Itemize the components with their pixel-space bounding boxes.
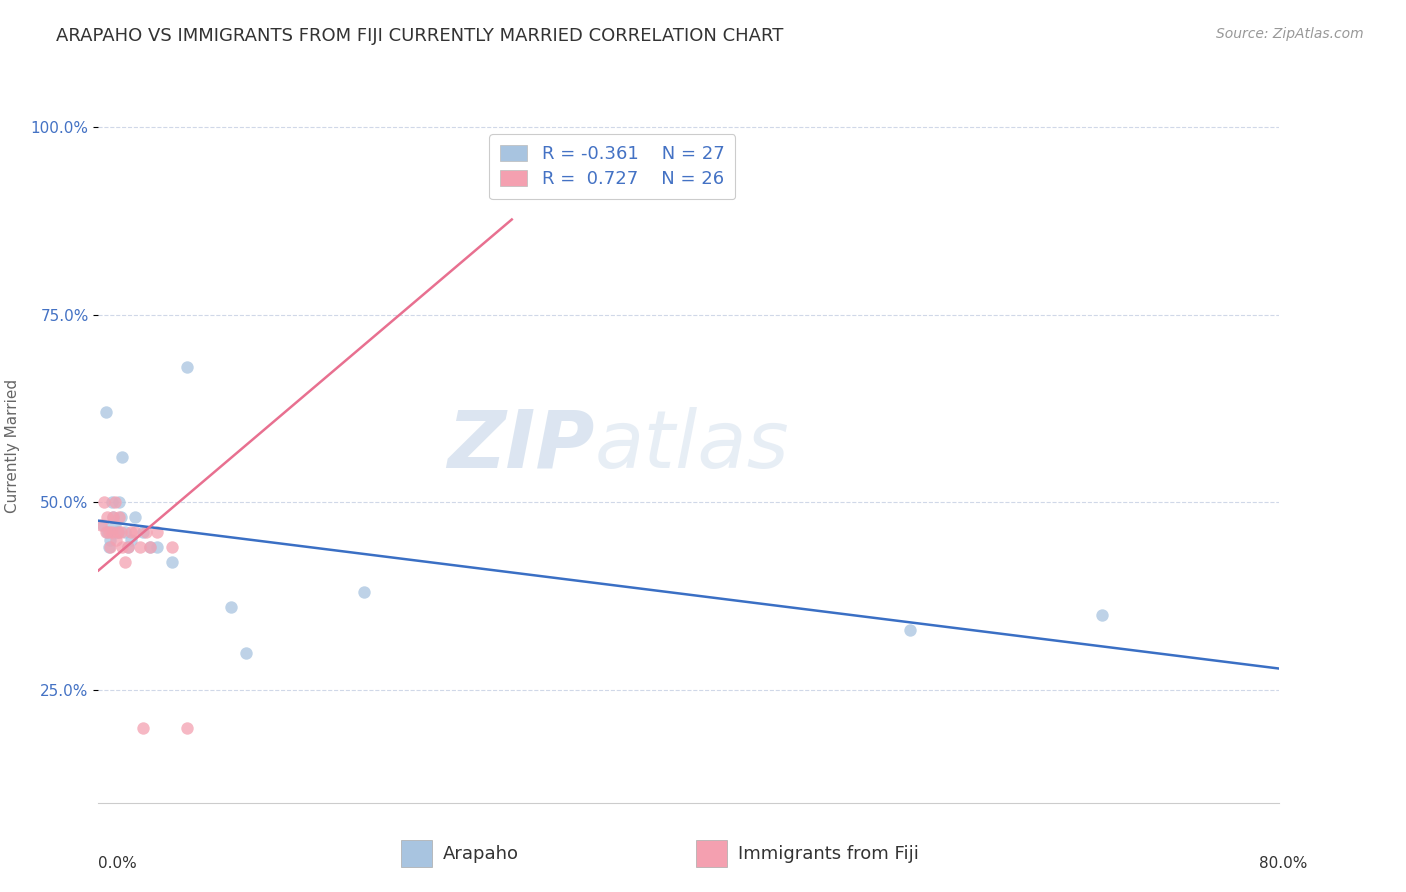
Point xyxy=(176,360,198,375)
Point xyxy=(128,541,150,555)
Point xyxy=(120,533,142,547)
Point xyxy=(96,510,118,524)
Point xyxy=(91,517,114,532)
Point xyxy=(97,541,120,555)
Point xyxy=(146,525,169,540)
Point xyxy=(103,510,125,524)
Point xyxy=(162,556,183,570)
Point xyxy=(111,541,134,555)
Point xyxy=(114,525,136,540)
Point xyxy=(146,541,169,555)
Point xyxy=(108,510,131,524)
Point xyxy=(105,525,128,540)
Point xyxy=(94,405,117,419)
Legend: R = -0.361    N = 27, R =  0.727    N = 26: R = -0.361 N = 27, R = 0.727 N = 26 xyxy=(489,134,735,199)
Point xyxy=(176,721,198,735)
Point xyxy=(104,517,127,532)
Text: 80.0%: 80.0% xyxy=(1260,856,1308,871)
Text: ARAPAHO VS IMMIGRANTS FROM FIJI CURRENTLY MARRIED CORRELATION CHART: ARAPAHO VS IMMIGRANTS FROM FIJI CURRENTL… xyxy=(56,27,783,45)
Point xyxy=(501,142,523,156)
Point xyxy=(98,533,121,547)
Point xyxy=(98,541,121,555)
Point xyxy=(94,525,117,540)
Point xyxy=(221,600,243,615)
Point xyxy=(93,495,115,509)
Point xyxy=(135,525,157,540)
Point xyxy=(104,495,127,509)
Point xyxy=(162,541,183,555)
Text: Source: ZipAtlas.com: Source: ZipAtlas.com xyxy=(1216,27,1364,41)
Point xyxy=(139,541,162,555)
Point xyxy=(110,510,132,524)
Point xyxy=(107,525,129,540)
Point xyxy=(90,517,112,532)
Point xyxy=(117,541,139,555)
Text: Immigrants from Fiji: Immigrants from Fiji xyxy=(738,845,920,863)
Point xyxy=(111,450,134,465)
Point xyxy=(117,541,139,555)
Point xyxy=(97,525,120,540)
Point xyxy=(132,721,155,735)
Point xyxy=(132,525,155,540)
Point xyxy=(105,533,128,547)
Point xyxy=(139,541,162,555)
Point xyxy=(114,556,136,570)
Point xyxy=(100,525,122,540)
Point xyxy=(108,495,131,509)
Text: atlas: atlas xyxy=(595,407,789,485)
Y-axis label: Currently Married: Currently Married xyxy=(4,379,20,513)
Point xyxy=(1091,607,1114,622)
Point xyxy=(124,510,146,524)
Text: ZIP: ZIP xyxy=(447,407,595,485)
Point xyxy=(107,525,129,540)
Point xyxy=(100,495,122,509)
Point xyxy=(900,623,922,637)
Point xyxy=(124,525,146,540)
Point xyxy=(110,525,132,540)
Point xyxy=(120,525,142,540)
Point xyxy=(353,585,375,599)
Point xyxy=(103,510,125,524)
Text: Arapaho: Arapaho xyxy=(443,845,519,863)
Point xyxy=(96,525,118,540)
Text: 0.0%: 0.0% xyxy=(98,856,138,871)
Point xyxy=(235,646,257,660)
